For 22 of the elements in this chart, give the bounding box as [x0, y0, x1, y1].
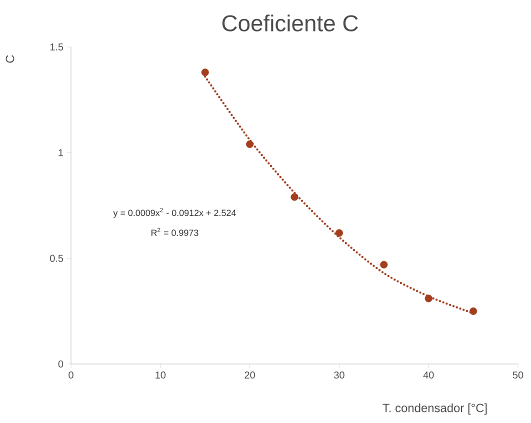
point: [380, 260, 388, 268]
point: [246, 140, 254, 148]
annotation: y = 0.0009x$^{2}$ - 0.0912x + 2.524: [113, 208, 236, 218]
x-axis-title: T. condensador [°C]: [382, 403, 487, 415]
point: [201, 68, 209, 76]
chart-title: Coeficiente C: [222, 14, 358, 32]
point: [290, 193, 298, 201]
x-tick-label: 40: [423, 372, 434, 379]
x-tick-label: 30: [334, 372, 344, 379]
point: [470, 307, 478, 315]
x-tick-label: 20: [244, 372, 255, 379]
y-tick-label: 0.5: [50, 254, 64, 262]
point: [335, 229, 343, 237]
x-tick-label: 10: [156, 372, 166, 379]
y-tick-label: 0: [58, 360, 64, 368]
y-axis-title: C: [6, 55, 14, 63]
annotation: R$^{2}$ = 0.9973: [151, 228, 198, 236]
y-tick-label: 1.5: [50, 44, 64, 50]
x-tick-label: 0: [68, 372, 74, 379]
y-tick-label: 1: [58, 149, 64, 156]
x-tick-label: 50: [512, 372, 524, 379]
point: [424, 294, 432, 302]
